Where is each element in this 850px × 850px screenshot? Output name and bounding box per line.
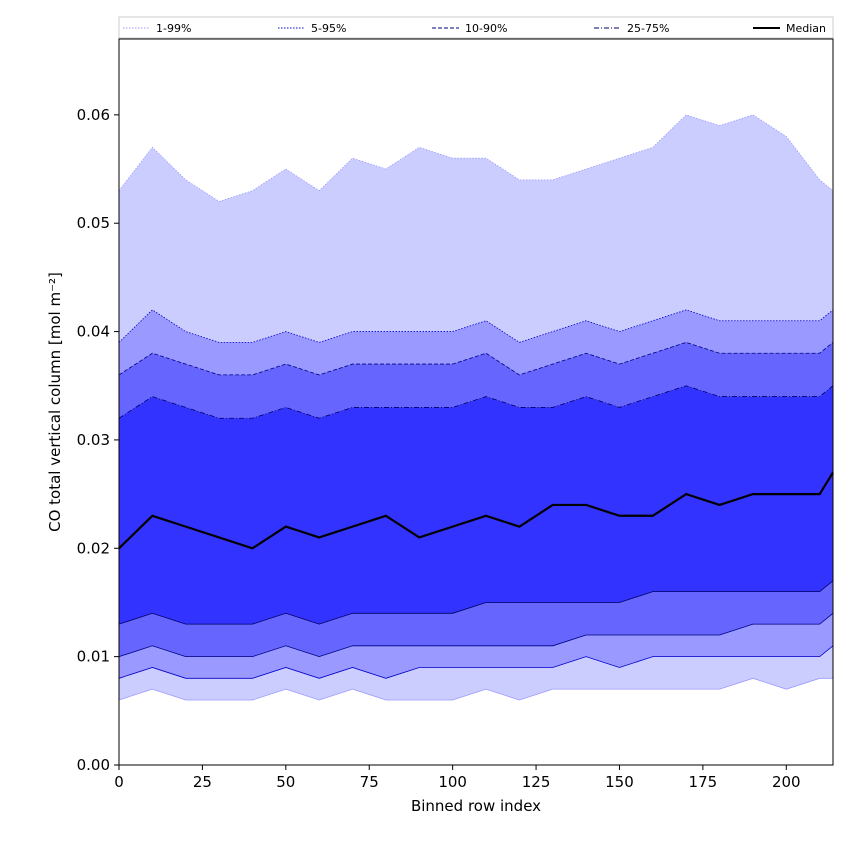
band-edge-lower-10-90% xyxy=(118,612,834,658)
legend-label: Median xyxy=(786,22,826,35)
percentile-bands xyxy=(119,114,833,700)
y-tick-label: 0.02 xyxy=(77,539,110,557)
band-edge-upper-10-90% xyxy=(118,341,834,376)
y-tick-label: 0.05 xyxy=(77,214,110,232)
x-tick-label: 50 xyxy=(276,773,295,791)
legend-label: 10-90% xyxy=(465,22,507,35)
x-axis-label: Binned row index xyxy=(411,797,541,815)
x-tick-label: 200 xyxy=(772,773,801,791)
band-edge-upper-1-99% xyxy=(118,114,834,202)
y-tick-label: 0.06 xyxy=(77,106,110,124)
legend-label: 25-75% xyxy=(627,22,669,35)
x-tick-label: 150 xyxy=(605,773,634,791)
x-tick-label: 75 xyxy=(360,773,379,791)
band-edge-lower-25-75% xyxy=(118,580,834,625)
x-tick-label: 25 xyxy=(193,773,212,791)
y-tick-label: 0.01 xyxy=(77,648,110,666)
y-axis-label: CO total vertical column [mol m⁻²] xyxy=(46,272,64,532)
x-tick-label: 0 xyxy=(114,773,124,791)
median-line xyxy=(118,471,834,550)
band-edge-upper-25-75% xyxy=(118,385,834,419)
x-tick-label: 125 xyxy=(522,773,551,791)
y-tick-label: 0.04 xyxy=(77,323,110,341)
y-axis-ticks: 0.00 0.01 0.02 0.03 0.04 0.05 0.06 xyxy=(77,106,119,774)
x-tick-label: 100 xyxy=(438,773,467,791)
legend-label: 5-95% xyxy=(311,22,346,35)
legend: 1-99% 5-95% 10-90% 25-75% Median xyxy=(118,16,834,39)
plot-frame xyxy=(118,38,834,766)
y-tick-label: 0.00 xyxy=(77,756,110,774)
x-axis-ticks: 0 25 50 75 100 125 150 175 200 xyxy=(114,765,801,791)
band-25-75% xyxy=(119,385,833,625)
percentile-lines xyxy=(118,114,834,701)
legend-box xyxy=(118,16,834,39)
band-edge-lower-1-99% xyxy=(118,677,833,701)
band-edge-lower-5-95% xyxy=(118,645,834,679)
x-tick-label: 175 xyxy=(689,773,718,791)
legend-label: 1-99% xyxy=(156,22,191,35)
y-tick-label: 0.03 xyxy=(77,431,110,449)
